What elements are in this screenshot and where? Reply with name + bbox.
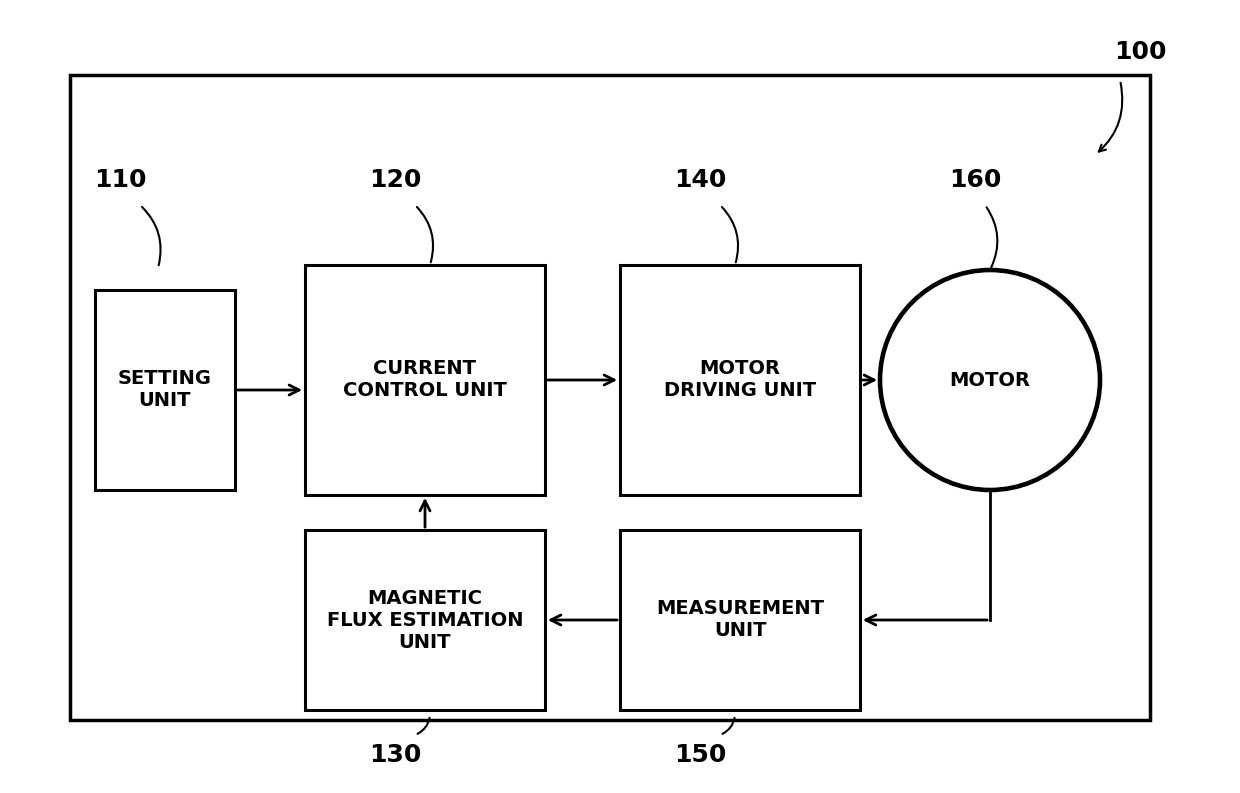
Text: 120: 120 xyxy=(368,168,422,192)
Text: 130: 130 xyxy=(368,743,422,767)
Text: 160: 160 xyxy=(949,168,1001,192)
Text: SETTING
UNIT: SETTING UNIT xyxy=(118,370,212,411)
Text: 100: 100 xyxy=(1114,40,1167,64)
Text: CURRENT
CONTROL UNIT: CURRENT CONTROL UNIT xyxy=(343,359,507,400)
Bar xyxy=(620,530,861,710)
Text: MOTOR: MOTOR xyxy=(950,370,1030,389)
Text: 150: 150 xyxy=(673,743,727,767)
Bar xyxy=(95,290,236,490)
Text: 140: 140 xyxy=(673,168,727,192)
Text: MAGNETIC
FLUX ESTIMATION
UNIT: MAGNETIC FLUX ESTIMATION UNIT xyxy=(327,588,523,652)
Text: 110: 110 xyxy=(94,168,146,192)
Bar xyxy=(305,265,546,495)
Circle shape xyxy=(880,270,1100,490)
Text: MEASUREMENT
UNIT: MEASUREMENT UNIT xyxy=(656,600,825,641)
Bar xyxy=(305,530,546,710)
Bar xyxy=(620,265,861,495)
Bar xyxy=(69,75,1149,720)
Text: MOTOR
DRIVING UNIT: MOTOR DRIVING UNIT xyxy=(663,359,816,400)
